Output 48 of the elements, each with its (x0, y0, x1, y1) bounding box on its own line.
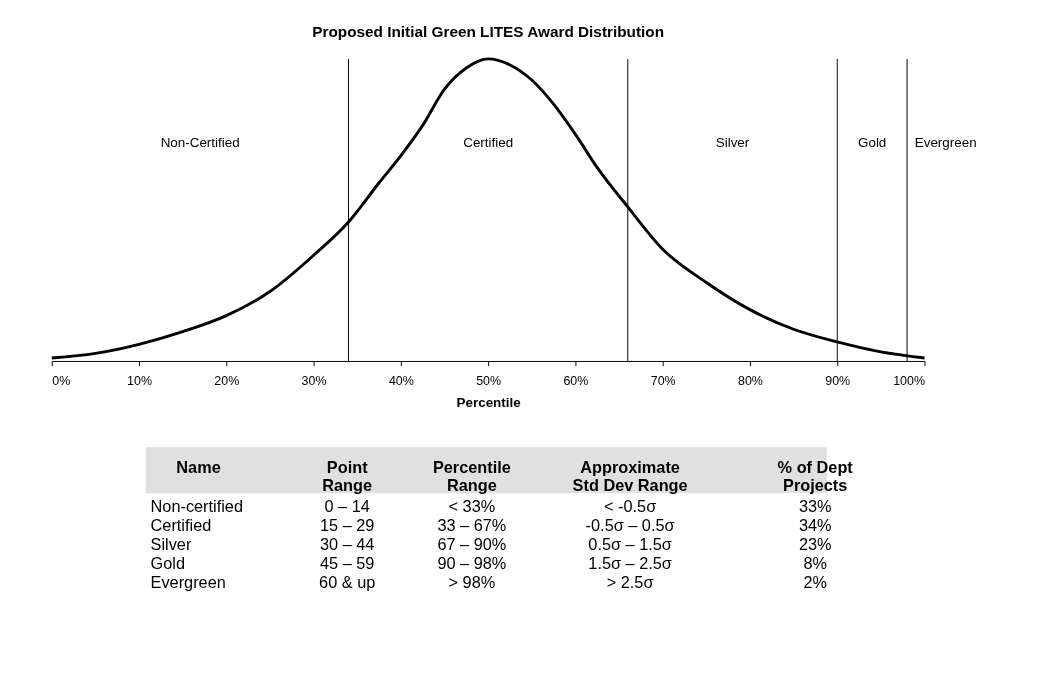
text: Percentile Range (432, 458, 511, 495)
x-tick-label: 70% (650, 374, 676, 389)
x-tick-label: 40% (388, 374, 414, 389)
text: 33 – 67% (437, 515, 507, 534)
x-tick-label: 60% (563, 374, 589, 389)
text: < 33% (448, 496, 496, 515)
x-tick-label: 20% (214, 374, 240, 389)
text: Gold (150, 554, 186, 573)
x-tick-label: 80% (737, 374, 763, 389)
text: 34% (798, 515, 832, 534)
text: 8% (803, 554, 827, 573)
text: 0.5σ – 1.5σ (588, 534, 672, 553)
text: 30 – 44 (319, 534, 375, 553)
x-axis-title: Percentile (456, 394, 521, 410)
text: % of Dept Projects (777, 458, 854, 495)
text: Evergreen (150, 573, 226, 592)
text: 15 – 29 (319, 515, 375, 534)
text: 23% (798, 534, 832, 553)
text: Silver (150, 534, 192, 553)
annotation: Evergreen (914, 135, 977, 151)
chart-title: Proposed Initial Green LITES Award Distribution (312, 23, 665, 41)
text: 90 – 98% (437, 554, 507, 573)
x-tick-label: 90% (825, 374, 851, 389)
annotation: Silver (715, 135, 750, 151)
annotation: Non-Certified (160, 135, 240, 151)
x-tick-label: 0% (52, 374, 71, 389)
text: Point Range (322, 458, 373, 495)
x-tick-label: 30% (301, 374, 327, 389)
annotation: Gold (858, 135, 887, 151)
text: Non-certified (150, 496, 243, 515)
x-tick-label: 50% (476, 374, 502, 389)
text: 0 – 14 (324, 496, 370, 515)
x-tick-label: 10% (127, 374, 153, 389)
text: 1.5σ – 2.5σ (588, 554, 672, 573)
annotation: Certified (463, 135, 514, 151)
text: Certified (150, 515, 212, 534)
text: -0.5σ – 0.5σ (585, 515, 675, 534)
text: > 98% (448, 573, 496, 592)
text: 33% (798, 496, 832, 515)
text: 67 – 90% (437, 534, 507, 553)
text: 2% (803, 573, 827, 592)
text: Approximate Std Dev Range (572, 458, 688, 495)
text: > 2.5σ (606, 573, 654, 592)
text: 45 – 59 (319, 554, 375, 573)
text: < -0.5σ (604, 496, 657, 515)
text: Name (176, 458, 221, 477)
x-tick-label: 100% (893, 374, 926, 389)
text: 60 & up (319, 573, 376, 592)
